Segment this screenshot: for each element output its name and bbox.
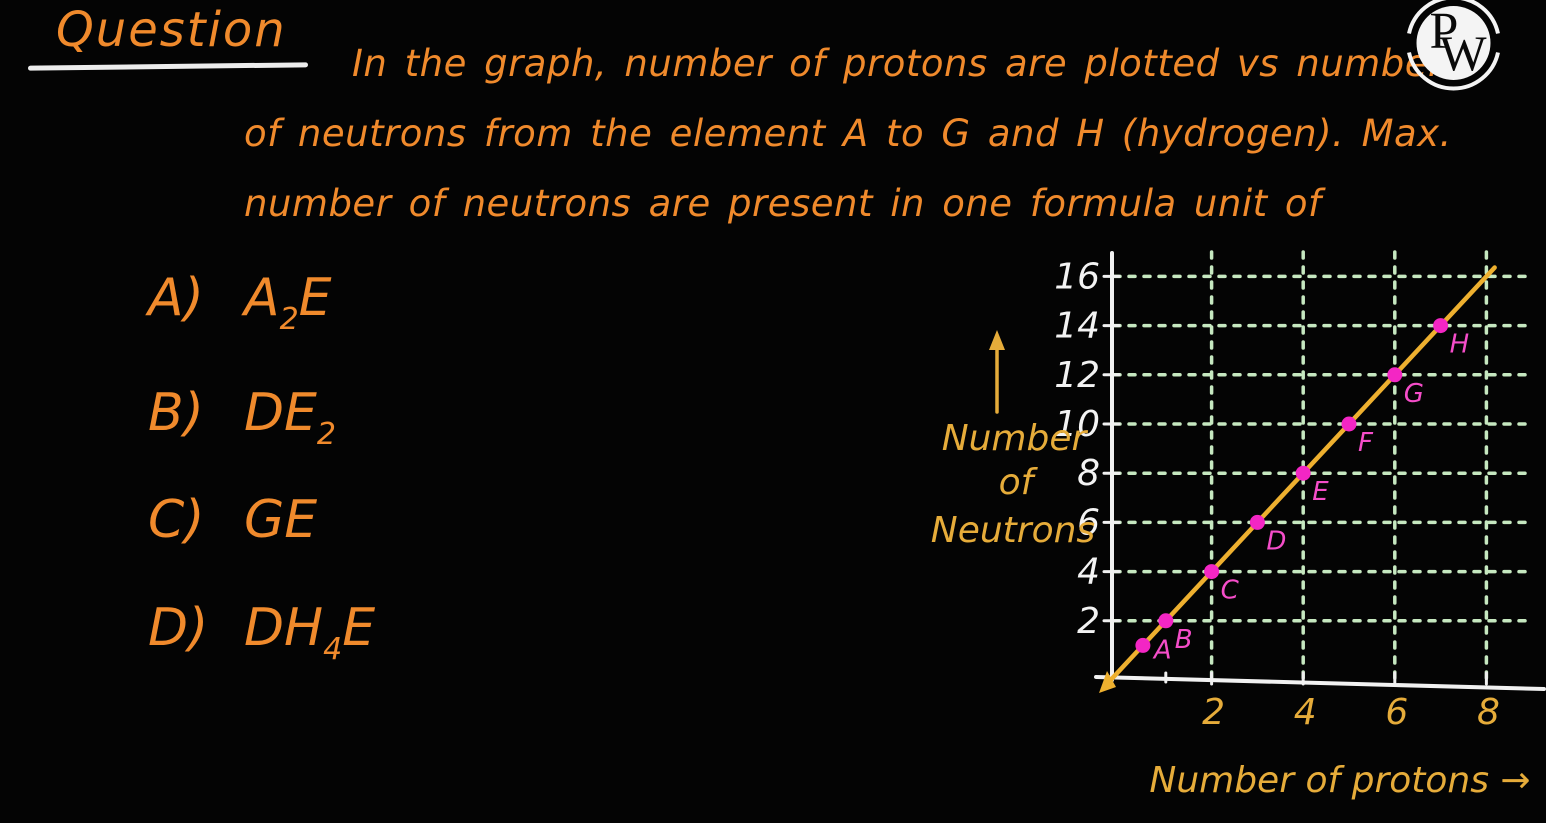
x-axis-label: Number of protons → (1149, 760, 1530, 801)
option-c-label: C) (148, 490, 205, 550)
option-c-formula: GE (244, 490, 317, 559)
option-row-c: C) GE (148, 490, 317, 559)
question-heading: Question (56, 2, 287, 58)
y-tick-label: 6 (1077, 502, 1100, 543)
x-tick-label: 2 (1202, 692, 1225, 733)
logo-circle (1416, 6, 1491, 80)
data-point-label-G: G (1404, 379, 1424, 409)
y-tick-label: 16 (1054, 256, 1100, 297)
y-tick-label: 10 (1054, 404, 1100, 445)
question-line-1: In the graph, number of protons are plot… (352, 42, 1444, 85)
data-point-label-B: B (1175, 625, 1193, 655)
formula-text: E (342, 598, 376, 658)
formula-text: E (298, 268, 332, 328)
option-row-b: B) DE2 (148, 383, 336, 452)
data-point-label-A: A (1152, 635, 1172, 665)
data-point-label-H: H (1450, 330, 1470, 360)
logo-ring-top (1407, 0, 1500, 34)
y-tick-label: 12 (1054, 355, 1100, 396)
y-axis-label: Number (942, 418, 1089, 459)
data-point-label-C: C (1221, 576, 1240, 606)
question-line-3: number of neutrons are present in one fo… (244, 182, 1322, 225)
option-b-formula: DE2 (244, 383, 336, 452)
data-point-B (1158, 613, 1174, 629)
data-point-G (1387, 367, 1403, 383)
option-a-label: A) (148, 268, 204, 328)
data-point-D (1249, 514, 1265, 530)
line-origin-arrowhead (1099, 671, 1116, 693)
data-point-C (1204, 564, 1220, 580)
formula-subscript: 4 (323, 632, 343, 667)
formula-text: DE (244, 383, 317, 443)
data-point-A (1135, 637, 1151, 653)
data-point-label-F: F (1358, 428, 1374, 458)
x-tick-label: 4 (1294, 692, 1317, 733)
y-tick-label: 8 (1077, 453, 1100, 494)
option-b-label: B) (148, 383, 204, 443)
data-point-F (1341, 416, 1357, 432)
formula-subscript: 2 (279, 302, 299, 337)
y-label-arrowhead (989, 330, 1005, 350)
pw-logo: P W (1407, 0, 1500, 91)
y-axis-label: of (999, 462, 1039, 503)
data-point-E (1295, 465, 1311, 481)
data-point-label-E: E (1312, 477, 1329, 507)
option-d-label: D) (148, 598, 209, 658)
y-axis-label: Neutrons (931, 510, 1095, 551)
data-point-H (1433, 318, 1449, 334)
formula-text: DH (244, 598, 324, 658)
logo-ring-bottom (1407, 52, 1500, 91)
x-tick-label: 6 (1385, 692, 1408, 733)
x-tick-label: 8 (1477, 692, 1500, 733)
logo-letter-w: W (1439, 25, 1487, 81)
question-line-2: of neutrons from the element A to G and … (244, 112, 1452, 155)
y-tick-label: 2 (1077, 601, 1100, 642)
option-a-formula: A2E (244, 268, 332, 337)
option-row-d: D) DH4E (148, 598, 375, 667)
logo-letter-p: P (1430, 3, 1459, 60)
y-tick-label: 4 (1077, 552, 1100, 593)
formula-text: A (244, 268, 280, 328)
option-row-a: A) A2E (148, 268, 332, 337)
x-axis-line (1094, 675, 1546, 691)
formula-text: GE (244, 490, 318, 550)
data-point-label-D: D (1266, 526, 1286, 556)
option-d-formula: DH4E (244, 598, 375, 667)
y-tick-label: 14 (1054, 306, 1100, 347)
formula-subscript: 2 (316, 417, 336, 452)
